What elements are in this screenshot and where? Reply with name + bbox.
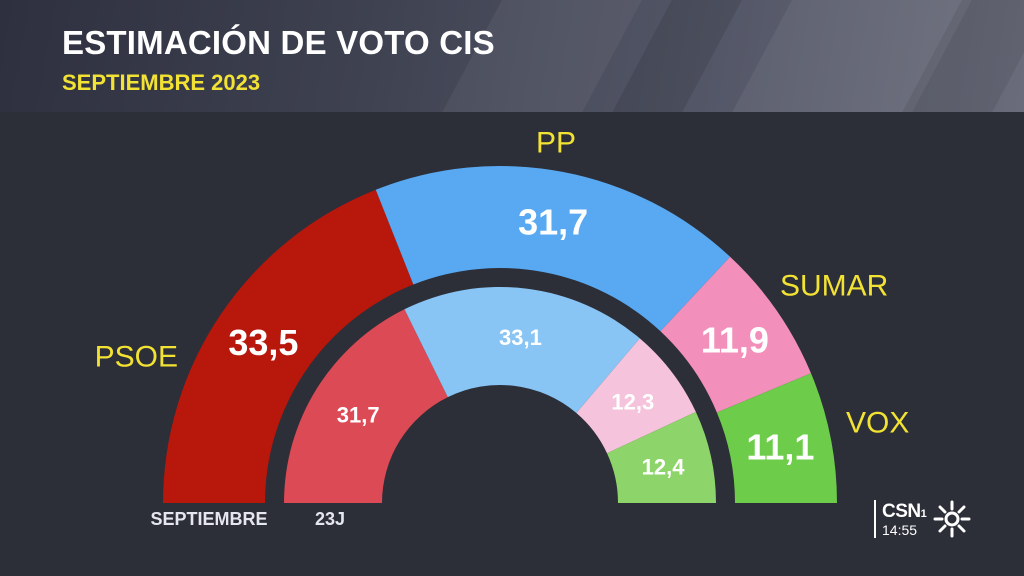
outer-ring-psoe-segment xyxy=(163,189,414,503)
outer-ring-vox-segment xyxy=(716,373,837,503)
inner-ring-sumar-segment xyxy=(576,338,696,454)
outer-ring-pp-segment xyxy=(375,166,731,332)
inner-ring-pp-segment xyxy=(404,286,640,414)
outer-ring-psoe-value: 33,5 xyxy=(228,322,298,363)
header-banner: ESTIMACIÓN DE VOTO CIS SEPTIEMBRE 2023 xyxy=(0,0,1024,112)
ring-label-inner: 23J xyxy=(315,509,345,529)
party-label-pp: PP xyxy=(536,127,576,160)
party-label-vox: VOX xyxy=(846,407,909,440)
inner-ring-vox-segment xyxy=(606,411,716,503)
logo-divider xyxy=(874,500,876,538)
channel-logo: CSN1 14:55 xyxy=(874,497,984,541)
inner-ring-vox-value: 12,4 xyxy=(642,454,686,479)
inner-ring-pp-value: 33,1 xyxy=(499,325,542,350)
party-label-sumar: SUMAR xyxy=(780,270,888,303)
inner-ring-sumar-value: 12,3 xyxy=(611,389,654,414)
logo-brand: CSN1 xyxy=(882,500,927,522)
chart-title: ESTIMACIÓN DE VOTO CIS xyxy=(62,24,495,61)
outer-ring-sumar-value: 11,9 xyxy=(701,319,769,360)
inner-ring-psoe-segment xyxy=(284,309,448,503)
ring-label-outer: SEPTIEMBRE xyxy=(150,509,267,529)
canal-sur-sun-icon xyxy=(933,500,971,538)
outer-ring-vox-value: 11,1 xyxy=(746,426,814,467)
inner-ring-psoe-value: 31,7 xyxy=(337,402,380,427)
outer-ring-pp-value: 31,7 xyxy=(518,201,588,242)
chart-subtitle: SEPTIEMBRE 2023 xyxy=(62,70,261,95)
logo-time: 14:55 xyxy=(882,521,918,538)
party-label-psoe: PSOE xyxy=(95,341,178,374)
outer-ring-sumar-segment xyxy=(660,256,812,413)
